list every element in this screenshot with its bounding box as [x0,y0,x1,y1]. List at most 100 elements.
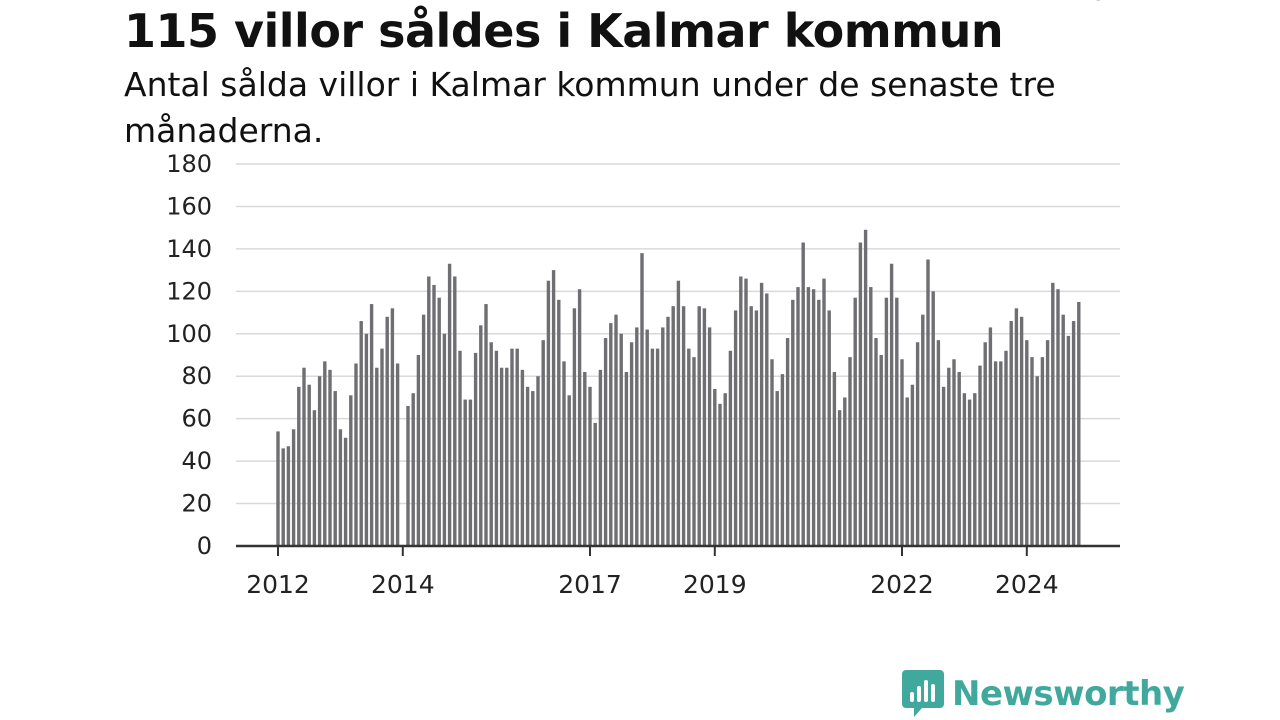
bar [640,253,644,546]
bar [1040,357,1045,546]
bar [713,388,717,546]
bar [796,287,800,546]
bar [411,393,415,546]
bar [671,306,675,546]
bar [458,350,462,546]
bar [993,361,998,546]
bar [338,429,343,546]
bar [999,361,1003,546]
bar [369,304,374,546]
y-tick-label: 180 [166,150,212,178]
bar [354,363,358,546]
bar [364,333,369,546]
bar [884,297,889,546]
bar [874,338,878,546]
bar [889,263,894,546]
bar [1066,335,1071,546]
bar [510,348,514,546]
bar [843,397,847,546]
bar [645,329,649,546]
bar [895,297,899,546]
bar [619,333,623,546]
bar [291,429,296,546]
bar [1061,314,1065,546]
y-tick-label: 100 [166,320,212,348]
bar [728,350,733,546]
bar [343,437,348,546]
x-tick-label: 2014 [371,570,435,599]
bar [817,299,821,546]
bar [572,308,577,546]
bar [718,403,722,546]
bar [317,376,322,546]
x-tick-label: 2024 [995,570,1059,599]
bar [723,393,727,546]
bar [853,297,857,546]
bar [863,229,868,547]
bar [962,393,967,546]
bar [603,338,608,546]
bar [910,384,915,546]
bar [437,297,441,546]
bar [468,399,473,546]
bar [349,395,353,546]
bar [421,314,426,546]
bar [832,371,837,546]
bar [978,365,982,546]
bar [609,323,613,546]
y-tick-label: 40 [181,447,212,475]
bar [1051,282,1055,546]
bar [973,393,977,546]
bar [635,327,639,546]
bar [624,371,629,546]
bar [770,359,774,546]
bar [453,276,457,546]
bar [1009,321,1013,546]
bar [765,293,769,546]
x-tick-label: 2022 [870,570,934,599]
bar [1056,289,1060,546]
bar [416,355,421,546]
bar [323,361,327,546]
bar [791,299,795,546]
bar [744,278,748,546]
bar [525,386,530,546]
bar [837,410,842,546]
bar [692,357,696,546]
bar [931,291,935,546]
bar [505,367,509,546]
bar [375,367,379,546]
bar [447,263,452,546]
bar [655,348,660,546]
bar [359,321,363,546]
bar [546,280,551,546]
bar [811,289,816,546]
bar [333,391,337,546]
bar [983,342,987,546]
bar [666,316,670,546]
y-tick-label: 20 [181,490,212,518]
bar [520,369,525,546]
bar [1077,301,1081,546]
bar [822,278,826,546]
bar [385,316,389,546]
bar [276,431,280,546]
bar [427,276,431,546]
bar [551,270,556,546]
bar [661,327,665,546]
bar [598,369,603,546]
bar [1014,308,1019,546]
bar [499,367,504,546]
bar [567,395,571,546]
bar [900,359,904,546]
bar [307,384,311,546]
bar [827,310,831,546]
bar [1071,321,1076,546]
y-tick-label: 140 [166,235,212,263]
bar [967,399,972,546]
x-tick-label: 2012 [246,570,310,599]
bar [1004,350,1008,546]
bar [442,333,447,546]
bar [536,376,540,546]
